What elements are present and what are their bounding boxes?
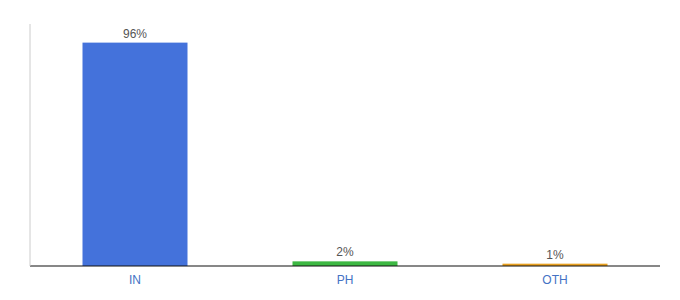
- bars: [83, 43, 608, 266]
- data-label: 1%: [546, 248, 564, 262]
- data-label: 96%: [123, 27, 147, 41]
- x-axis-line: [30, 265, 660, 266]
- x-tick-label: OTH: [542, 273, 567, 287]
- bar: [83, 43, 188, 266]
- chart-container: IN PH OTH 96% 2% 1%: [0, 0, 680, 300]
- x-tick-label: PH: [337, 273, 354, 287]
- chart-svg: IN PH OTH 96% 2% 1%: [0, 0, 680, 300]
- bar: [293, 261, 398, 266]
- y-axis-line: [30, 24, 31, 266]
- x-tick-label: IN: [129, 273, 141, 287]
- data-label: 2%: [336, 245, 354, 259]
